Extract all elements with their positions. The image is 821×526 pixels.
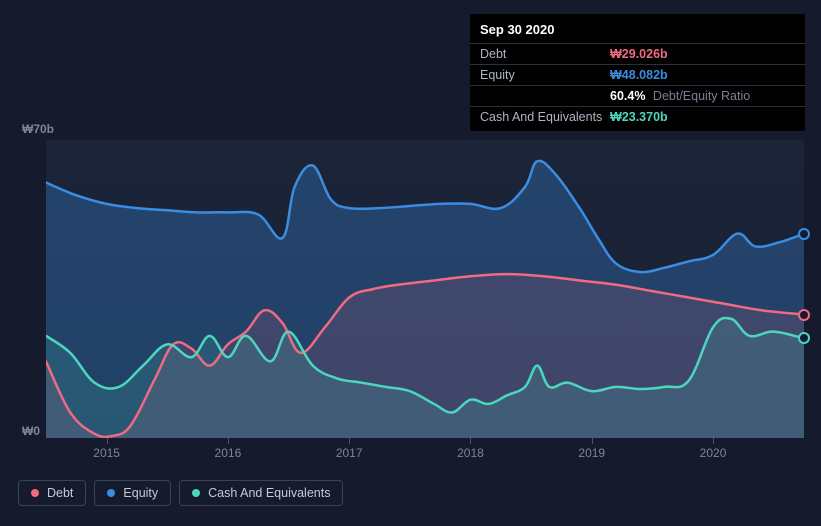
x-tick-label: 2018 <box>457 446 484 460</box>
x-axis: 2015 2016 2017 2018 2019 2020 <box>46 444 804 464</box>
equity-end-marker <box>798 228 810 240</box>
tooltip-row-label: Cash And Equivalents <box>480 110 610 124</box>
x-tick-label: 2016 <box>215 446 242 460</box>
cash-end-marker <box>798 332 810 344</box>
x-tick-mark <box>470 438 471 444</box>
tooltip-row: Debt₩29.026b <box>470 43 805 64</box>
x-tick-label: 2020 <box>700 446 727 460</box>
chart-svg <box>46 140 804 438</box>
x-tick-label: 2019 <box>578 446 605 460</box>
legend-item-equity[interactable]: Equity <box>94 480 171 506</box>
tooltip-row: Equity₩48.082b <box>470 64 805 85</box>
equity-dot-icon <box>107 489 115 497</box>
legend-label: Debt <box>47 486 73 500</box>
tooltip-row: 60.4% Debt/Equity Ratio <box>470 85 805 106</box>
tooltip-row-value: 60.4% Debt/Equity Ratio <box>610 89 750 103</box>
x-tick-mark <box>107 438 108 444</box>
tooltip-row-value: ₩48.082b <box>610 68 668 82</box>
y-axis-min: ₩0 <box>22 424 40 438</box>
legend-item-debt[interactable]: Debt <box>18 480 86 506</box>
x-tick-mark <box>713 438 714 444</box>
legend-label: Equity <box>123 486 158 500</box>
tooltip-row-value: ₩23.370b <box>610 110 668 124</box>
tooltip-date: Sep 30 2020 <box>470 18 805 43</box>
tooltip-row-label: Equity <box>480 68 610 82</box>
tooltip-row-value: ₩29.026b <box>610 47 668 61</box>
x-tick-label: 2017 <box>336 446 363 460</box>
x-tick-mark <box>592 438 593 444</box>
x-tick-label: 2015 <box>93 446 120 460</box>
debt-end-marker <box>798 309 810 321</box>
chart-legend: Debt Equity Cash And Equivalents <box>18 480 343 506</box>
x-tick-mark <box>228 438 229 444</box>
debt-dot-icon <box>31 489 39 497</box>
y-axis-max: ₩70b <box>22 122 54 136</box>
tooltip-row-label: Debt <box>480 47 610 61</box>
x-tick-mark <box>349 438 350 444</box>
legend-label: Cash And Equivalents <box>208 486 330 500</box>
tooltip-row-label <box>480 89 610 103</box>
cash-dot-icon <box>192 489 200 497</box>
chart-tooltip: Sep 30 2020 Debt₩29.026bEquity₩48.082b60… <box>470 14 805 131</box>
legend-item-cash[interactable]: Cash And Equivalents <box>179 480 343 506</box>
tooltip-row: Cash And Equivalents₩23.370b <box>470 106 805 127</box>
chart-plot-area[interactable] <box>46 140 804 438</box>
